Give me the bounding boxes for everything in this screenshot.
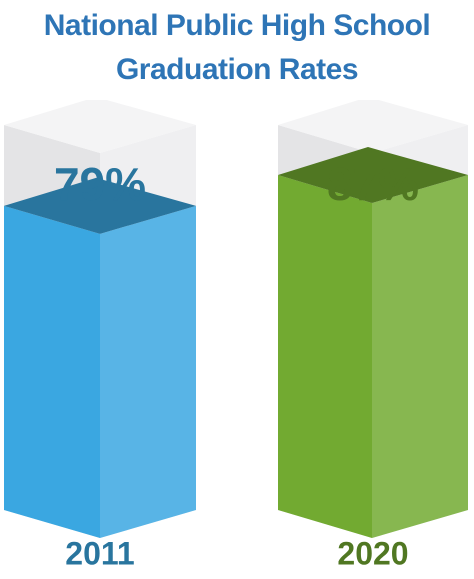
bar-top	[278, 147, 468, 204]
glass-top	[278, 100, 468, 153]
bar-side	[100, 205, 196, 538]
chart: 79% 2011 87% 2020	[4, 100, 468, 571]
bar-front	[278, 175, 372, 539]
value-label: 87%	[327, 158, 419, 210]
bar-side	[372, 175, 468, 539]
value-label: 79%	[54, 158, 146, 210]
bar-top	[4, 177, 196, 234]
category-label: 2020	[337, 535, 408, 571]
glass-top	[4, 100, 196, 153]
chart-title: National Public High School Graduation R…	[43, 9, 431, 86]
category-label: 2011	[65, 535, 134, 571]
bar-front	[4, 205, 100, 538]
